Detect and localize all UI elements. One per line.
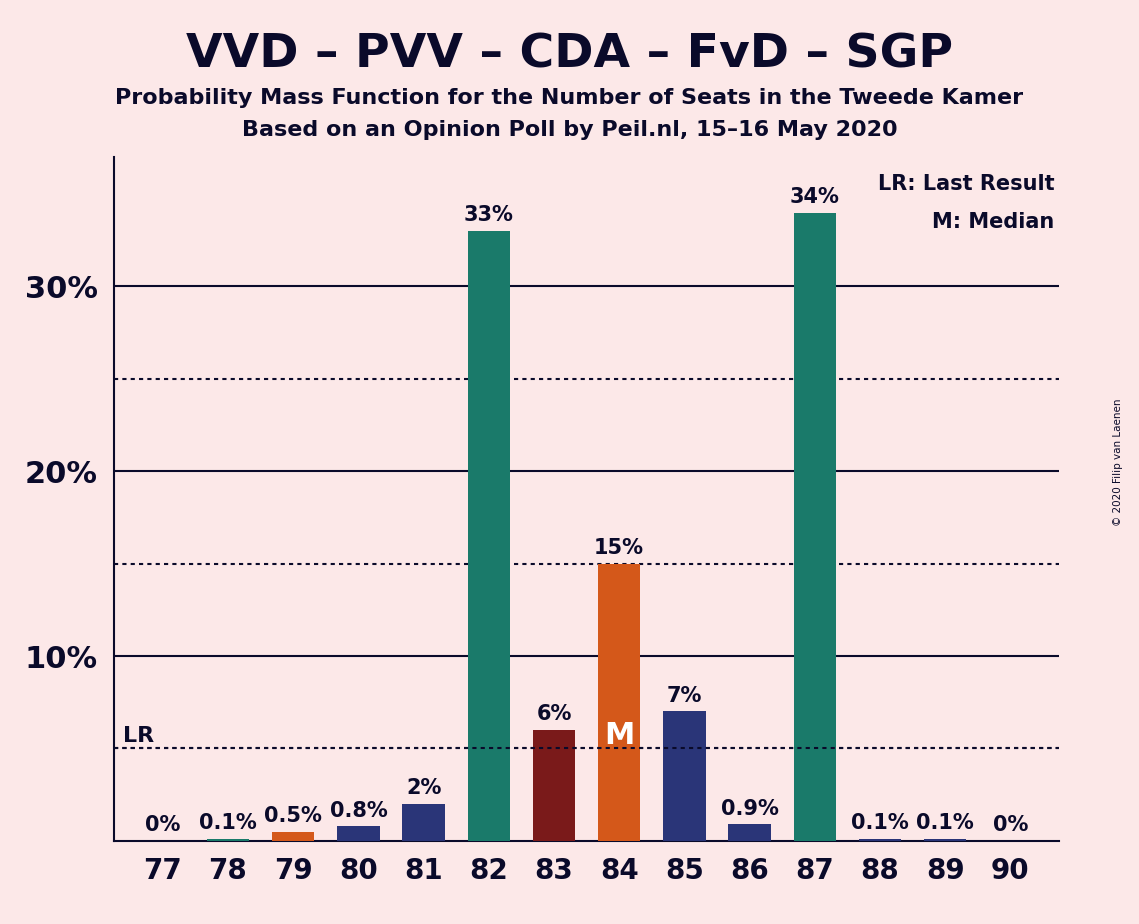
Text: 15%: 15% bbox=[595, 538, 645, 558]
Bar bbox=[729, 824, 771, 841]
Text: 0.9%: 0.9% bbox=[721, 798, 779, 819]
Text: M: Median: M: Median bbox=[933, 212, 1055, 232]
Bar bbox=[924, 839, 966, 841]
Bar bbox=[337, 826, 379, 841]
Text: Probability Mass Function for the Number of Seats in the Tweede Kamer: Probability Mass Function for the Number… bbox=[115, 88, 1024, 108]
Text: 2%: 2% bbox=[405, 778, 441, 798]
Text: 0.1%: 0.1% bbox=[851, 813, 909, 833]
Text: Based on an Opinion Poll by Peil.nl, 15–16 May 2020: Based on an Opinion Poll by Peil.nl, 15–… bbox=[241, 120, 898, 140]
Text: 7%: 7% bbox=[666, 686, 702, 706]
Text: 34%: 34% bbox=[789, 187, 839, 207]
Text: 0%: 0% bbox=[993, 815, 1029, 835]
Text: 0.5%: 0.5% bbox=[264, 806, 322, 826]
Bar bbox=[598, 564, 640, 841]
Text: 0.1%: 0.1% bbox=[916, 813, 974, 833]
Text: 0.1%: 0.1% bbox=[199, 813, 257, 833]
Text: 0%: 0% bbox=[145, 815, 180, 835]
Text: 33%: 33% bbox=[464, 205, 514, 225]
Bar bbox=[402, 804, 444, 841]
Bar bbox=[663, 711, 705, 841]
Text: M: M bbox=[604, 721, 634, 750]
Text: LR: LR bbox=[123, 725, 155, 746]
Bar bbox=[272, 832, 314, 841]
Bar bbox=[859, 839, 901, 841]
Bar bbox=[468, 231, 510, 841]
Text: 6%: 6% bbox=[536, 704, 572, 724]
Text: © 2020 Filip van Laenen: © 2020 Filip van Laenen bbox=[1114, 398, 1123, 526]
Bar bbox=[794, 213, 836, 841]
Text: 0.8%: 0.8% bbox=[329, 800, 387, 821]
Bar bbox=[533, 730, 575, 841]
Bar bbox=[207, 839, 249, 841]
Text: LR: Last Result: LR: Last Result bbox=[878, 175, 1055, 194]
Text: VVD – PVV – CDA – FvD – SGP: VVD – PVV – CDA – FvD – SGP bbox=[186, 32, 953, 78]
